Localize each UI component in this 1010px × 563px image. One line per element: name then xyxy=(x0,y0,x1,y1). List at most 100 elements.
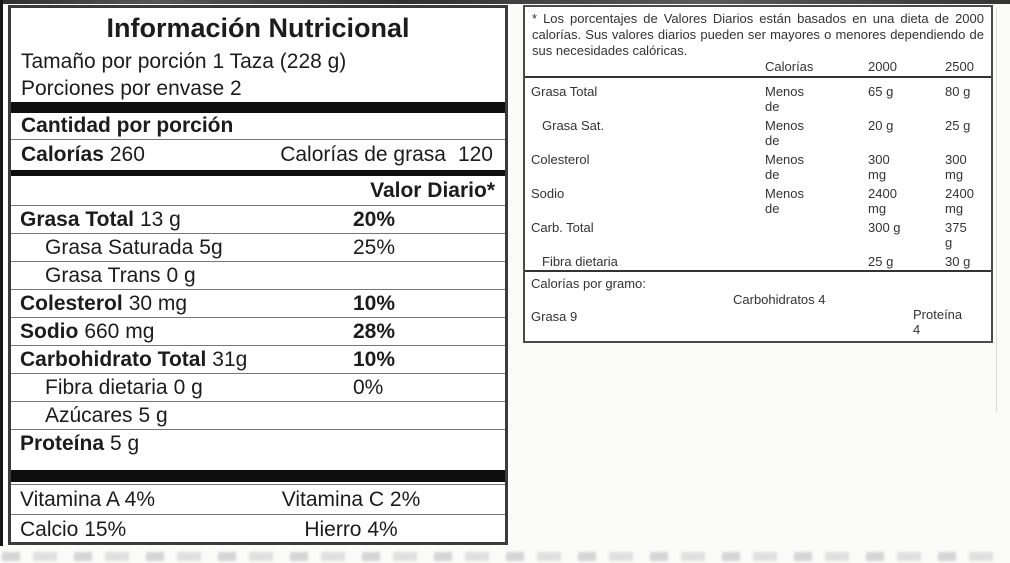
reference-table-header: Calorías 2000 2500 xyxy=(525,57,991,76)
screenshot-top-edge-artifact xyxy=(0,0,1010,4)
nutrient-row-grasa-trans: Grasa Trans 0 g xyxy=(11,262,505,290)
nutrient-daily-value: 20% xyxy=(353,208,396,231)
nutrient-daily-value: 10% xyxy=(353,348,396,371)
nutrient-row-azucares: Azúcares 5 g xyxy=(11,402,505,430)
calories-from-fat-label: Calorías de grasa xyxy=(280,143,446,166)
ref-value-2000: 20 g xyxy=(868,118,894,133)
screenshot-right-edge-artifact xyxy=(996,8,997,412)
ref-label: Fibra dietaria xyxy=(542,254,618,269)
nutrient-amount: 13 g xyxy=(139,208,181,231)
label-title: Información Nutricional xyxy=(106,13,410,43)
ref-qualifier: Menos de xyxy=(765,84,805,114)
ref-value-2500: 375 g xyxy=(945,220,967,250)
calories-value: 260 xyxy=(109,143,145,166)
nutrient-amount: 5 g xyxy=(110,432,140,455)
footnote-text: * Los porcentajes de Valores Diarios est… xyxy=(532,11,984,58)
ref-qualifier: Menos de xyxy=(765,186,805,216)
ref-value-2000: 25 g xyxy=(868,254,894,269)
ref-row-carb-total: Carb. Total 300 g 375 g xyxy=(525,220,991,254)
nutrient-row-grasa-saturada: Grasa Saturada 5g 25% xyxy=(11,234,505,262)
ref-value-2000: 65 g xyxy=(868,84,894,99)
screenshot-left-edge-artifact xyxy=(0,0,3,546)
medium-divider-bar xyxy=(11,170,505,176)
protein-per-gram: Proteína 4 xyxy=(913,307,963,337)
ref-qualifier: Menos de xyxy=(765,118,805,148)
calories-row: Calorías 260 Calorías de grasa 120 xyxy=(11,140,505,170)
ref-row-grasa-sat: Grasa Sat. Menos de 20 g 25 g xyxy=(525,118,991,152)
nutrient-name: Fibra dietaria xyxy=(45,376,168,399)
ref-value-2500: 25 g xyxy=(945,118,971,133)
ref-label: Carb. Total xyxy=(531,220,594,235)
nutrient-amount: 30 mg xyxy=(128,292,188,315)
calories-cell: Calorías 260 xyxy=(21,143,145,167)
nutrient-daily-value: 25% xyxy=(353,236,396,259)
header-calories: Calorías xyxy=(765,59,814,74)
ref-qualifier: Menos de xyxy=(765,152,805,182)
ref-value-2500: 30 g xyxy=(945,254,971,269)
nutrient-daily-value: 28% xyxy=(353,320,396,343)
header-2000: 2000 xyxy=(868,59,897,74)
nutrient-daily-value: 10% xyxy=(353,292,396,315)
nutrition-facts-panel: Información Nutricional Tamaño por porci… xyxy=(8,5,508,545)
ref-value-2000: 300 g xyxy=(868,220,901,235)
ref-value-2500: 2400 mg xyxy=(945,186,974,216)
nutrient-name: Grasa Total xyxy=(20,208,134,231)
nutrient-name: Carbohidrato Total xyxy=(20,348,207,371)
nutrient-row-fibra-dietaria: Fibra dietaria 0 g 0% xyxy=(11,374,505,402)
nutrient-amount: 5 g xyxy=(138,404,168,427)
nutrient-amount: 0 g xyxy=(173,376,203,399)
ref-label: Sodio xyxy=(531,186,565,201)
calcium-value: Calcio 15% xyxy=(20,518,127,541)
ref-value-2500: 80 g xyxy=(945,84,971,99)
nutrient-amount: 660 mg xyxy=(84,320,155,343)
servings-per-container: Porciones por envase 2 xyxy=(21,77,242,100)
ref-label: Grasa Total xyxy=(531,84,598,99)
ref-row-grasa-total: Grasa Total Menos de 65 g 80 g xyxy=(525,84,991,118)
nutrient-row-sodio: Sodio 660 mg 28% xyxy=(11,318,505,346)
ref-value-2500: 300 mg xyxy=(945,152,967,182)
ref-row-colesterol: Colesterol Menos de 300 mg 300 mg xyxy=(525,152,991,186)
nutrient-amount: 5g xyxy=(199,236,223,259)
nutrient-row-proteina: Proteína 5 g xyxy=(11,430,505,470)
nutrient-name: Grasa Saturada xyxy=(45,236,194,259)
thick-divider-bar xyxy=(11,470,505,482)
header-2500: 2500 xyxy=(945,59,974,74)
nutrient-row-grasa-total: Grasa Total 13 g 20% xyxy=(11,206,505,234)
vitamin-c-value: Vitamina C 2% xyxy=(281,488,421,511)
ref-row-fibra-dietaria: Fibra dietaria 25 g 30 g xyxy=(525,254,991,270)
nutrient-amount: 0 g xyxy=(166,264,196,287)
vitamins-row: Vitamina A 4% Vitamina C 2% xyxy=(11,484,505,515)
nutrient-amount: 31g xyxy=(212,348,248,371)
ref-value-2000: 2400 mg xyxy=(868,186,897,216)
fat-per-gram: Grasa 9 xyxy=(531,309,578,324)
carbs-per-gram: Carbohidratos 4 xyxy=(733,292,826,307)
nutrient-name: Colesterol xyxy=(20,292,123,315)
calories-from-fat-cell: Calorías de grasa 120 xyxy=(280,143,493,167)
calories-per-gram-section: Calorías por gramo: Carbohidratos 4 Gras… xyxy=(525,272,991,341)
nutrient-row-colesterol: Colesterol 30 mg 10% xyxy=(11,290,505,318)
calories-from-fat-value: 120 xyxy=(457,143,493,166)
amount-per-serving-header: Cantidad por porción xyxy=(11,113,505,140)
nutrient-name: Grasa Trans xyxy=(45,264,161,287)
reference-table: Grasa Total Menos de 65 g 80 g Grasa Sat… xyxy=(525,78,991,270)
calories-label: Calorías xyxy=(21,143,104,166)
ref-label: Colesterol xyxy=(531,152,590,167)
table-divider xyxy=(525,270,991,272)
daily-values-footnote-panel: * Los porcentajes de Valores Diarios est… xyxy=(523,5,993,343)
iron-value: Hierro 4% xyxy=(304,518,398,541)
ref-row-sodio: Sodio Menos de 2400 mg 2400 mg xyxy=(525,186,991,220)
calories-per-gram-label: Calorías por gramo: xyxy=(531,276,646,291)
nutrient-name: Azúcares xyxy=(45,404,133,427)
nutrient-name: Sodio xyxy=(20,320,79,343)
ref-label: Grasa Sat. xyxy=(542,118,605,133)
serving-size: Tamaño por porción 1 Taza (228 g) xyxy=(21,50,347,73)
daily-value-header: Valor Diario* xyxy=(11,176,505,206)
nutrient-daily-value: 0% xyxy=(353,376,384,399)
vitamin-a-value: Vitamina A 4% xyxy=(20,488,156,511)
minerals-row: Calcio 15% Hierro 4% xyxy=(11,515,505,543)
cut-off-text-artifact xyxy=(2,552,1006,561)
table-divider xyxy=(525,76,991,78)
nutrient-name: Proteína xyxy=(20,432,105,455)
thick-divider-bar xyxy=(11,102,505,113)
ref-value-2000: 300 mg xyxy=(868,152,890,182)
